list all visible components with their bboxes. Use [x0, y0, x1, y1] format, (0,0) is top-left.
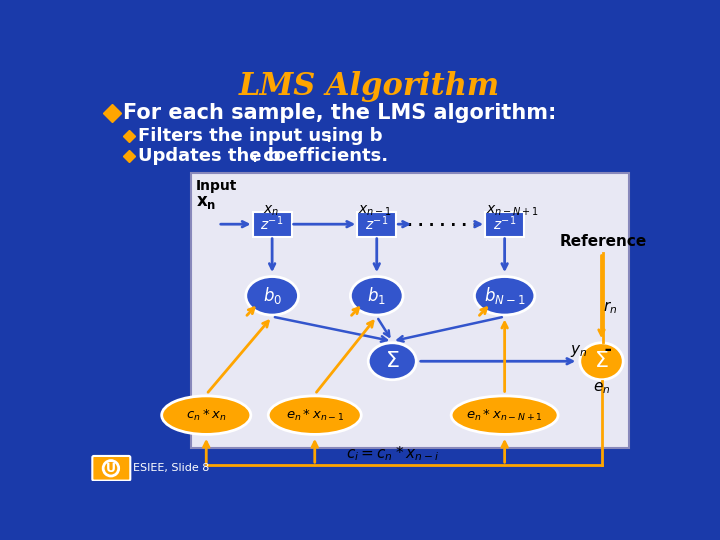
Text: $\Sigma$: $\Sigma$ [594, 351, 609, 372]
Text: i: i [253, 152, 257, 165]
Text: $b_{N-1}$: $b_{N-1}$ [484, 285, 526, 306]
Text: $x_{n-N+1}$: $x_{n-N+1}$ [486, 203, 539, 218]
Text: $x_{n-1}$: $x_{n-1}$ [359, 203, 392, 218]
Text: $r_n$: $r_n$ [603, 299, 617, 316]
Text: i: i [327, 132, 331, 145]
Text: $\Sigma$: $\Sigma$ [385, 351, 400, 372]
Text: $c_i = c_n * x_{n-i}$: $c_i = c_n * x_{n-i}$ [346, 444, 439, 463]
Ellipse shape [474, 276, 535, 315]
FancyBboxPatch shape [191, 173, 629, 448]
Text: For each sample, the LMS algorithm:: For each sample, the LMS algorithm: [122, 103, 556, 123]
Text: $e_n$: $e_n$ [593, 380, 610, 396]
Text: coefficients.: coefficients. [258, 147, 389, 165]
FancyBboxPatch shape [92, 456, 130, 481]
Ellipse shape [580, 343, 624, 380]
Text: $z^{-1}$: $z^{-1}$ [365, 215, 388, 233]
Ellipse shape [162, 396, 251, 434]
Text: $e_n*x_{n-N+1}$: $e_n*x_{n-N+1}$ [467, 408, 543, 423]
Text: $z^{-1}$: $z^{-1}$ [261, 215, 284, 233]
Ellipse shape [246, 276, 299, 315]
Text: $\mathbf{x_n}$: $\mathbf{x_n}$ [196, 193, 217, 211]
Text: $b_1$: $b_1$ [367, 285, 386, 306]
Ellipse shape [351, 276, 403, 315]
Text: · · · · · · ·: · · · · · · · [408, 218, 478, 233]
Text: -: - [593, 341, 612, 359]
Text: $c_n*x_n$: $c_n*x_n$ [186, 408, 226, 423]
Text: Filters the input using b: Filters the input using b [138, 127, 382, 145]
Text: LMS Algorithm: LMS Algorithm [238, 71, 500, 102]
FancyBboxPatch shape [253, 212, 292, 237]
Ellipse shape [451, 396, 558, 434]
Text: Reference: Reference [559, 234, 647, 249]
Text: U: U [106, 462, 116, 475]
Ellipse shape [269, 396, 361, 434]
Text: Input: Input [196, 179, 238, 193]
Text: Updates the b: Updates the b [138, 147, 281, 165]
Text: $b_0$: $b_0$ [263, 285, 282, 306]
Text: $x_n$: $x_n$ [263, 203, 279, 218]
Text: $z^{-1}$: $z^{-1}$ [493, 215, 516, 233]
Text: ESIEE, Slide 8: ESIEE, Slide 8 [133, 463, 210, 473]
Text: $e_n*x_{n-1}$: $e_n*x_{n-1}$ [286, 408, 344, 423]
FancyBboxPatch shape [485, 212, 524, 237]
FancyBboxPatch shape [357, 212, 396, 237]
Text: $y_n$: $y_n$ [570, 343, 588, 359]
Ellipse shape [368, 343, 416, 380]
